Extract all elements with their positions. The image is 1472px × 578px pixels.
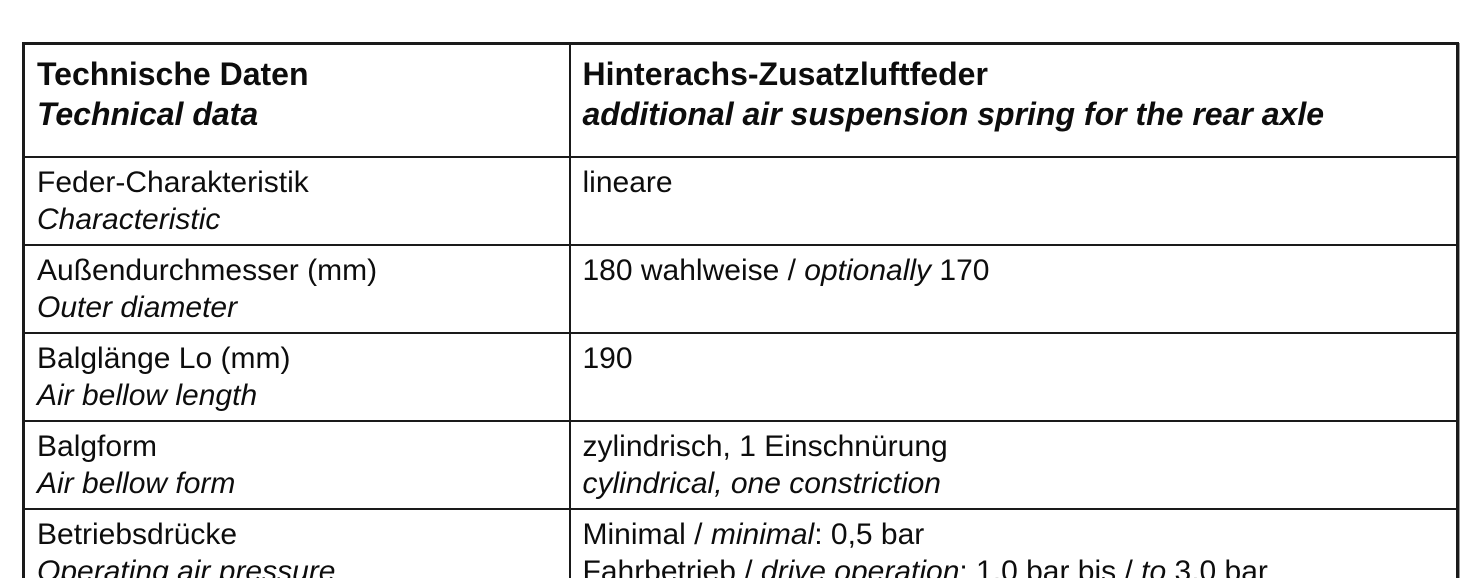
label-cell-characteristic: Feder-Charakteristik Characteristic bbox=[22, 155, 571, 246]
value-run: : 0,5 bar bbox=[814, 517, 925, 551]
value-run: 3,0 bar bbox=[1166, 554, 1268, 578]
label-de: Betriebsdrücke bbox=[37, 517, 238, 551]
header-cell-product-title: Hinterachs-Zusatzluftfeder additional ai… bbox=[568, 42, 1459, 158]
label-en: Outer diameter bbox=[37, 290, 238, 324]
header-title-en: Technical data bbox=[37, 96, 259, 132]
value-line: lineare bbox=[583, 164, 1447, 201]
value-line: zylindrisch, 1 Einschnürung bbox=[583, 428, 1447, 465]
label-de: Außendurchmesser (mm) bbox=[37, 253, 378, 287]
row-feder-charakteristik: Feder-Charakteristik Characteristic line… bbox=[22, 155, 1459, 246]
value-line-en: cylindrical, one constriction bbox=[582, 466, 942, 500]
value-run: : 1,0 bar bis / bbox=[959, 554, 1142, 578]
row-aussendurchmesser: Außendurchmesser (mm) Outer diameter 180… bbox=[22, 243, 1459, 334]
row-balglaenge: Balglänge Lo (mm) Air bellow length 190 bbox=[22, 331, 1459, 422]
label-cell-operating-air-pressure: Betriebsdrücke Operating air pressure bbox=[22, 507, 571, 578]
value-cell-air-bellow-form: zylindrisch, 1 Einschnürung cylindrical,… bbox=[568, 419, 1459, 510]
product-title-de: Hinterachs-Zusatzluftfeder bbox=[582, 56, 988, 92]
technical-data-table: Technische Daten Technical data Hinterac… bbox=[22, 42, 1459, 578]
label-cell-air-bellow-form: Balgform Air bellow form bbox=[22, 419, 571, 510]
value-run: Minimal / bbox=[582, 517, 711, 551]
label-en: Operating air pressure bbox=[37, 554, 336, 578]
value-run: lineare bbox=[582, 165, 673, 199]
value-line: 190 bbox=[583, 340, 1447, 377]
label-cell-outer-diameter: Außendurchmesser (mm) Outer diameter bbox=[22, 243, 571, 334]
value-run: 180 wahlweise / bbox=[582, 253, 805, 287]
value-cell-characteristic: lineare bbox=[568, 155, 1459, 246]
label-en: Characteristic bbox=[37, 202, 221, 236]
label-cell-air-bellow-length: Balglänge Lo (mm) Air bellow length bbox=[22, 331, 571, 422]
value-run-italic: optionally bbox=[804, 253, 932, 287]
row-betriebsdruecke: Betriebsdrücke Operating air pressure Mi… bbox=[22, 507, 1459, 578]
value-run: 170 bbox=[931, 253, 990, 287]
value-run-italic: drive operation bbox=[760, 554, 960, 578]
value-cell-outer-diameter: 180 wahlweise / optionally 170 bbox=[568, 243, 1459, 334]
value-run: 190 bbox=[582, 341, 633, 375]
value-cell-air-bellow-length: 190 bbox=[568, 331, 1459, 422]
label-de: Feder-Charakteristik bbox=[37, 165, 309, 199]
value-line-minimal: Minimal / minimal: 0,5 bar bbox=[583, 516, 1447, 553]
row-balgform: Balgform Air bellow form zylindrisch, 1 … bbox=[22, 419, 1459, 510]
value-cell-operating-air-pressure: Minimal / minimal: 0,5 bar Fahrbetrieb /… bbox=[568, 507, 1459, 578]
value-line-drive-operation: Fahrbetrieb / drive operation: 1,0 bar b… bbox=[583, 553, 1447, 578]
label-de: Balglänge Lo (mm) bbox=[37, 341, 291, 375]
value-run-italic: to bbox=[1141, 554, 1167, 578]
header-cell-technische-daten: Technische Daten Technical data bbox=[22, 42, 571, 158]
label-de: Balgform bbox=[37, 429, 158, 463]
label-en: Air bellow form bbox=[37, 466, 236, 500]
value-line: 180 wahlweise / optionally 170 bbox=[583, 252, 1447, 289]
value-run: zylindrisch, 1 Einschnürung bbox=[582, 429, 948, 463]
label-en: Air bellow length bbox=[37, 378, 258, 412]
value-run-italic: minimal bbox=[710, 517, 815, 551]
product-title-en: additional air suspension spring for the… bbox=[582, 96, 1325, 132]
value-run: Fahrbetrieb / bbox=[582, 554, 761, 578]
header-title-de: Technische Daten bbox=[37, 56, 309, 92]
table-header-row: Technische Daten Technical data Hinterac… bbox=[22, 42, 1459, 158]
